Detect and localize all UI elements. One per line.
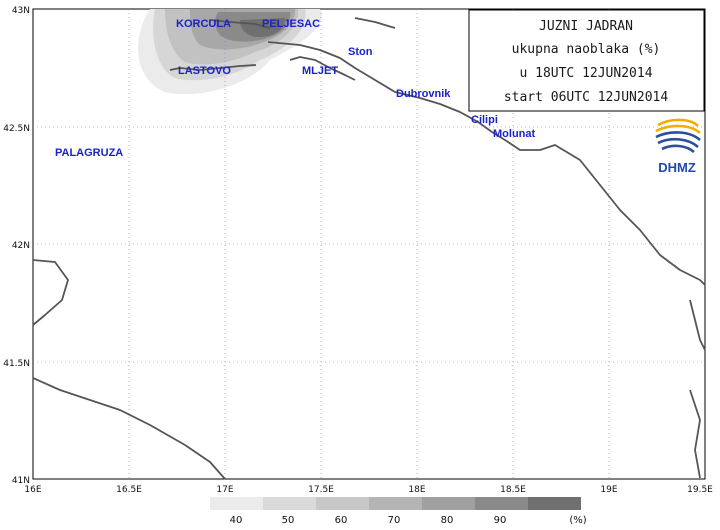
legend-label: 80 bbox=[441, 515, 454, 526]
legend-swatch bbox=[263, 497, 316, 510]
latitude-labels: 43N 42.5N 42N 41.5N 41N bbox=[3, 6, 30, 486]
lat-label: 42.5N bbox=[3, 124, 30, 134]
place-mljet: MLJET bbox=[302, 65, 338, 77]
place-lastovo: LASTOVO bbox=[178, 65, 231, 77]
place-dubrovnik: Dubrovnik bbox=[396, 88, 451, 100]
legend-label: 40 bbox=[230, 515, 243, 526]
coastlines bbox=[32, 17, 706, 480]
legend-swatch bbox=[422, 497, 475, 510]
lat-label: 42N bbox=[12, 241, 30, 251]
dhmz-logo: DHMZ bbox=[655, 118, 701, 175]
legend-label: 50 bbox=[282, 515, 295, 526]
dhmz-swirl-icon bbox=[655, 118, 701, 154]
lon-label: 18.5E bbox=[500, 485, 526, 495]
place-cilipi: Cilipi bbox=[471, 114, 498, 126]
title-line-1: JUZNI JADRAN bbox=[539, 19, 633, 34]
lon-label: 17.5E bbox=[308, 485, 334, 495]
legend-swatch bbox=[528, 497, 581, 510]
title-box: JUZNI JADRAN ukupna naoblaka (%) u 18UTC… bbox=[468, 9, 705, 112]
title-line-4: start 06UTC 12JUN2014 bbox=[504, 90, 669, 105]
lat-label: 41N bbox=[12, 476, 30, 486]
legend-unit: (%) bbox=[569, 515, 586, 526]
legend-label: 70 bbox=[388, 515, 401, 526]
dhmz-logo-text: DHMZ bbox=[658, 160, 696, 175]
legend-label: 90 bbox=[494, 515, 507, 526]
legend-swatch bbox=[210, 497, 263, 510]
lon-label: 16E bbox=[24, 485, 41, 495]
place-molunat: Molunat bbox=[493, 128, 535, 140]
title-line-3: u 18UTC 12JUN2014 bbox=[519, 66, 652, 81]
place-korcula: KORCULA bbox=[176, 18, 231, 30]
longitude-labels: 16E 16.5E 17E 17.5E 18E 18.5E 19E 19.5E bbox=[24, 485, 713, 495]
lat-label: 43N bbox=[12, 6, 30, 16]
lon-label: 17E bbox=[216, 485, 233, 495]
color-legend bbox=[210, 497, 581, 510]
legend-labels: 40 50 60 70 80 90 (%) bbox=[230, 515, 587, 526]
lon-label: 19E bbox=[600, 485, 617, 495]
place-labels: KORCULA PELJESAC Ston LASTOVO MLJET Dubr… bbox=[55, 18, 535, 159]
lat-lon-grid bbox=[33, 9, 705, 479]
legend-swatch bbox=[475, 497, 528, 510]
title-line-2: ukupna naoblaka (%) bbox=[512, 42, 661, 57]
place-palagruza: PALAGRUZA bbox=[55, 147, 123, 159]
legend-swatch bbox=[369, 497, 422, 510]
place-peljesac: PELJESAC bbox=[262, 18, 320, 30]
legend-swatch bbox=[316, 497, 369, 510]
place-ston: Ston bbox=[348, 46, 373, 58]
lon-label: 19.5E bbox=[687, 485, 713, 495]
lon-label: 16.5E bbox=[116, 485, 142, 495]
legend-label: 60 bbox=[335, 515, 348, 526]
lat-label: 41.5N bbox=[3, 359, 30, 369]
lon-label: 18E bbox=[408, 485, 425, 495]
